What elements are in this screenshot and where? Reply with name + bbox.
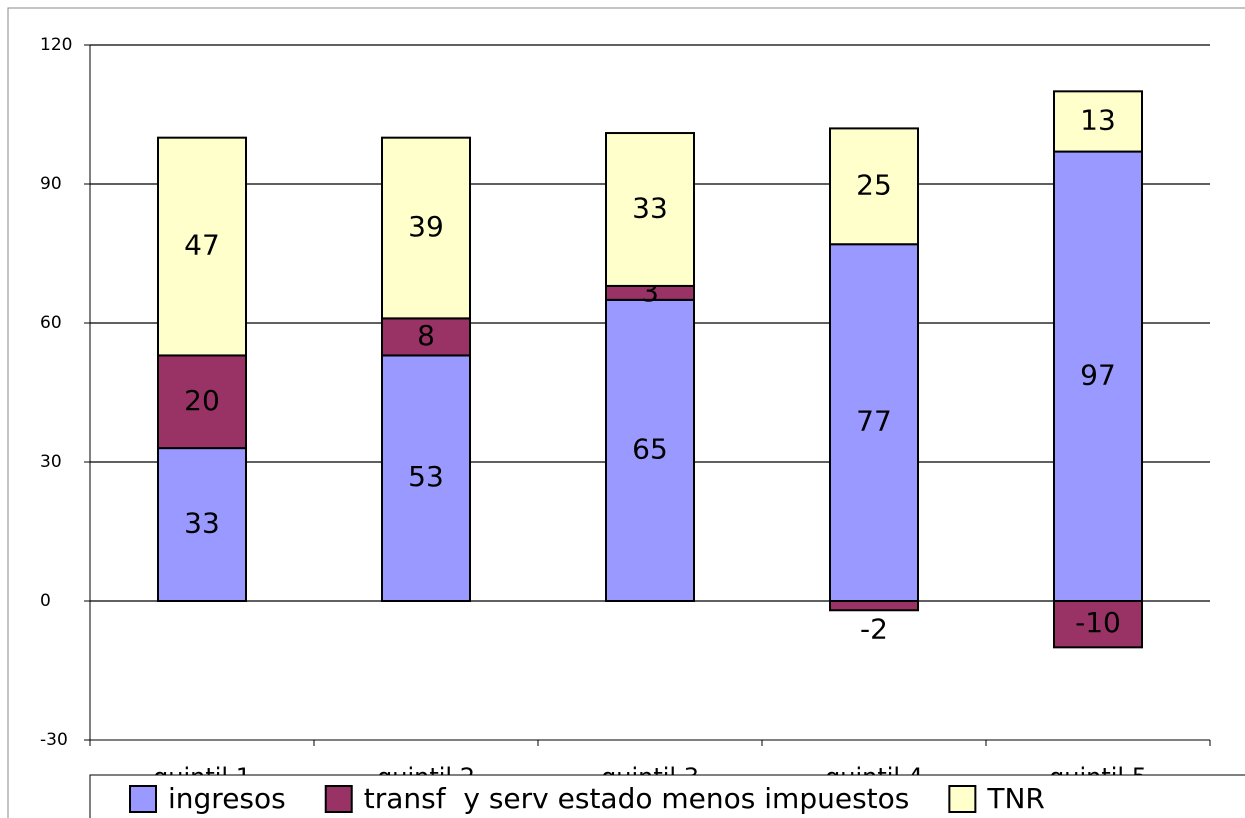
legend-label: ingresos [168, 782, 286, 815]
y-tick-label: 30 [40, 452, 62, 472]
y-tick-label: 120 [40, 35, 72, 55]
y-tick-label: 0 [40, 591, 51, 611]
bar-segment [157, 136, 247, 357]
bar-segment [605, 132, 695, 287]
data-label: 97 [1080, 358, 1116, 391]
y-tick-label: -30 [40, 730, 68, 750]
bar-segment [157, 447, 247, 602]
bar-segment [1053, 90, 1143, 153]
legend-label: transf y serv estado menos impuestos [364, 782, 910, 815]
bar-segment [829, 127, 919, 246]
y-tick-label: 60 [40, 313, 62, 333]
bar-segment [605, 298, 695, 602]
data-label: 33 [632, 191, 668, 224]
data-label: 25 [856, 168, 892, 201]
legend-box [89, 774, 1245, 818]
bar-segment [381, 354, 471, 602]
data-label: 77 [856, 405, 892, 438]
data-label: -10 [1075, 606, 1121, 639]
data-label: 33 [184, 507, 220, 540]
data-label: 53 [408, 460, 444, 493]
data-label: -2 [860, 612, 888, 645]
bar-segment [1053, 600, 1143, 649]
legend-swatch [129, 785, 157, 813]
y-tick-label: 90 [40, 174, 62, 194]
bar-segment [381, 317, 471, 357]
data-label: 8 [417, 319, 435, 352]
legend-swatch [324, 785, 353, 813]
data-label: 47 [184, 229, 220, 262]
legend-label: TNR [986, 782, 1045, 815]
data-label: 65 [632, 432, 668, 465]
data-label: 20 [184, 384, 220, 417]
bar-segment [829, 243, 919, 602]
legend-swatch [948, 785, 977, 813]
data-label: 39 [408, 210, 444, 243]
bar-segment [157, 354, 247, 450]
data-label: 13 [1080, 103, 1116, 136]
bar-segment [381, 136, 471, 320]
bar-segment [1053, 150, 1143, 602]
bar-segment [829, 600, 919, 612]
